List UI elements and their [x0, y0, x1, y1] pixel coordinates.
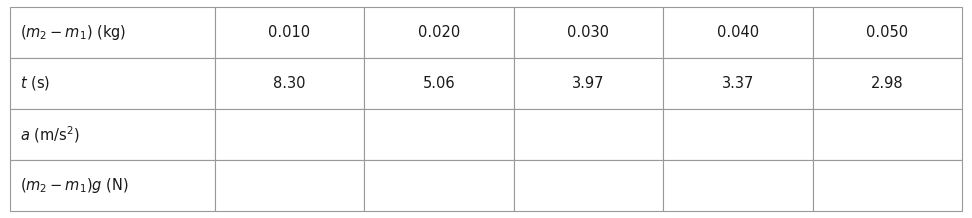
Bar	[813, 7, 962, 58]
Text: 0.050: 0.050	[866, 25, 909, 40]
Bar	[215, 109, 364, 160]
Text: 0.040: 0.040	[717, 25, 759, 40]
Bar	[513, 7, 663, 58]
Bar	[663, 109, 813, 160]
Bar	[663, 7, 813, 58]
Text: 0.020: 0.020	[418, 25, 460, 40]
Bar	[513, 58, 663, 109]
Bar	[215, 7, 364, 58]
Text: $a$ (m/s$^2$): $a$ (m/s$^2$)	[20, 124, 80, 145]
Bar	[663, 58, 813, 109]
Bar	[513, 109, 663, 160]
Bar	[10, 7, 215, 58]
Text: 3.37: 3.37	[722, 76, 754, 91]
Text: 0.010: 0.010	[268, 25, 310, 40]
Text: $(m_2 - m_1)g$ (N): $(m_2 - m_1)g$ (N)	[20, 176, 129, 195]
Bar	[215, 58, 364, 109]
Text: 3.97: 3.97	[573, 76, 605, 91]
Text: 2.98: 2.98	[871, 76, 904, 91]
Bar	[10, 109, 215, 160]
Bar	[364, 58, 513, 109]
Bar	[364, 7, 513, 58]
Bar	[813, 109, 962, 160]
Bar	[364, 160, 513, 211]
Bar	[10, 58, 215, 109]
Bar	[364, 109, 513, 160]
Text: $t$ (s): $t$ (s)	[20, 74, 51, 92]
Text: 0.030: 0.030	[568, 25, 609, 40]
Text: 8.30: 8.30	[273, 76, 305, 91]
Bar	[813, 58, 962, 109]
Bar	[513, 160, 663, 211]
Bar	[10, 160, 215, 211]
Text: 5.06: 5.06	[423, 76, 455, 91]
Bar	[813, 160, 962, 211]
Bar	[663, 160, 813, 211]
Text: $\mathit{a}$: $\mathit{a}$	[662, 87, 777, 218]
Text: $(m_2 - m_1)$ (kg): $(m_2 - m_1)$ (kg)	[20, 23, 126, 42]
Bar	[215, 160, 364, 211]
